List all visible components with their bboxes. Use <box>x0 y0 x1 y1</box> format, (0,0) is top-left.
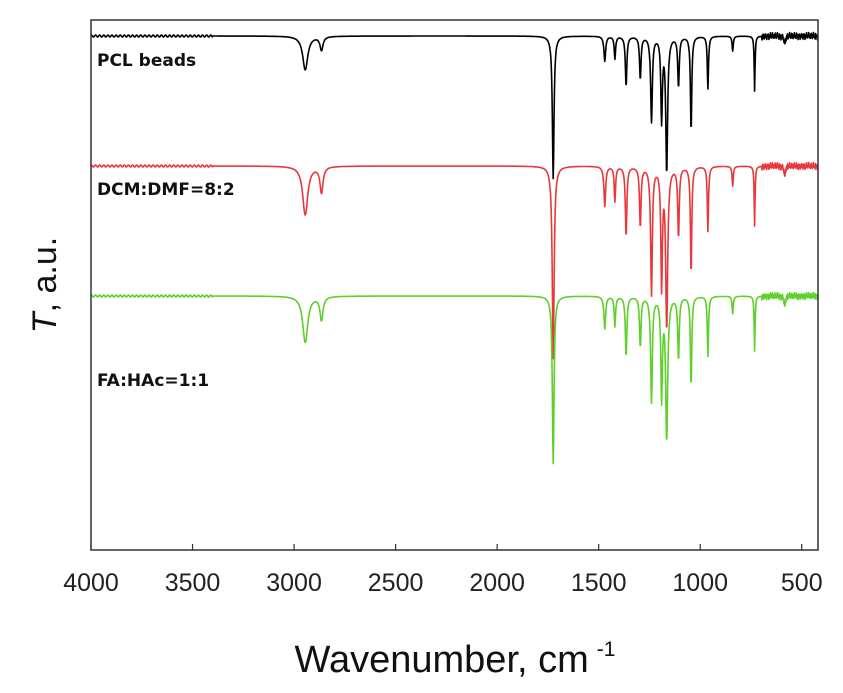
series-line-1 <box>90 161 819 360</box>
x-tick-layer: 4000 3500 3000 2500 2000 1500 1000 500 <box>63 544 823 597</box>
plot-frame <box>90 19 819 551</box>
series-label-layer: PCL beads DCM:DMF=8:2 FA:HAc=1:1 <box>97 51 235 391</box>
x-axis-title-exponent: -1 <box>597 638 616 661</box>
series-line-2 <box>90 291 819 465</box>
y-axis-title-text: , a.u. <box>26 237 64 313</box>
series-label-0: PCL beads <box>97 51 196 71</box>
x-tick-label-500: 500 <box>781 569 823 597</box>
x-tick-label-1500: 1500 <box>571 569 627 597</box>
x-tick-label-3500: 3500 <box>165 569 221 597</box>
y-axis-title-symbol: T <box>26 310 64 333</box>
x-tick-label-1000: 1000 <box>672 569 728 597</box>
x-tick-label-2000: 2000 <box>469 569 525 597</box>
x-tick-label-4000: 4000 <box>63 569 119 597</box>
x-axis-title-text: Wavenumber, cm <box>295 639 589 681</box>
x-tick-label-2500: 2500 <box>368 569 424 597</box>
y-axis-title: T, a.u. <box>26 237 64 333</box>
series-label-2: FA:HAc=1:1 <box>97 371 209 391</box>
series-line-0 <box>90 31 819 180</box>
series-label-1: DCM:DMF=8:2 <box>97 180 235 200</box>
x-tick-label-3000: 3000 <box>266 569 322 597</box>
x-axis-title: Wavenumber, cm -1 <box>295 638 616 681</box>
series-layer <box>90 31 819 465</box>
